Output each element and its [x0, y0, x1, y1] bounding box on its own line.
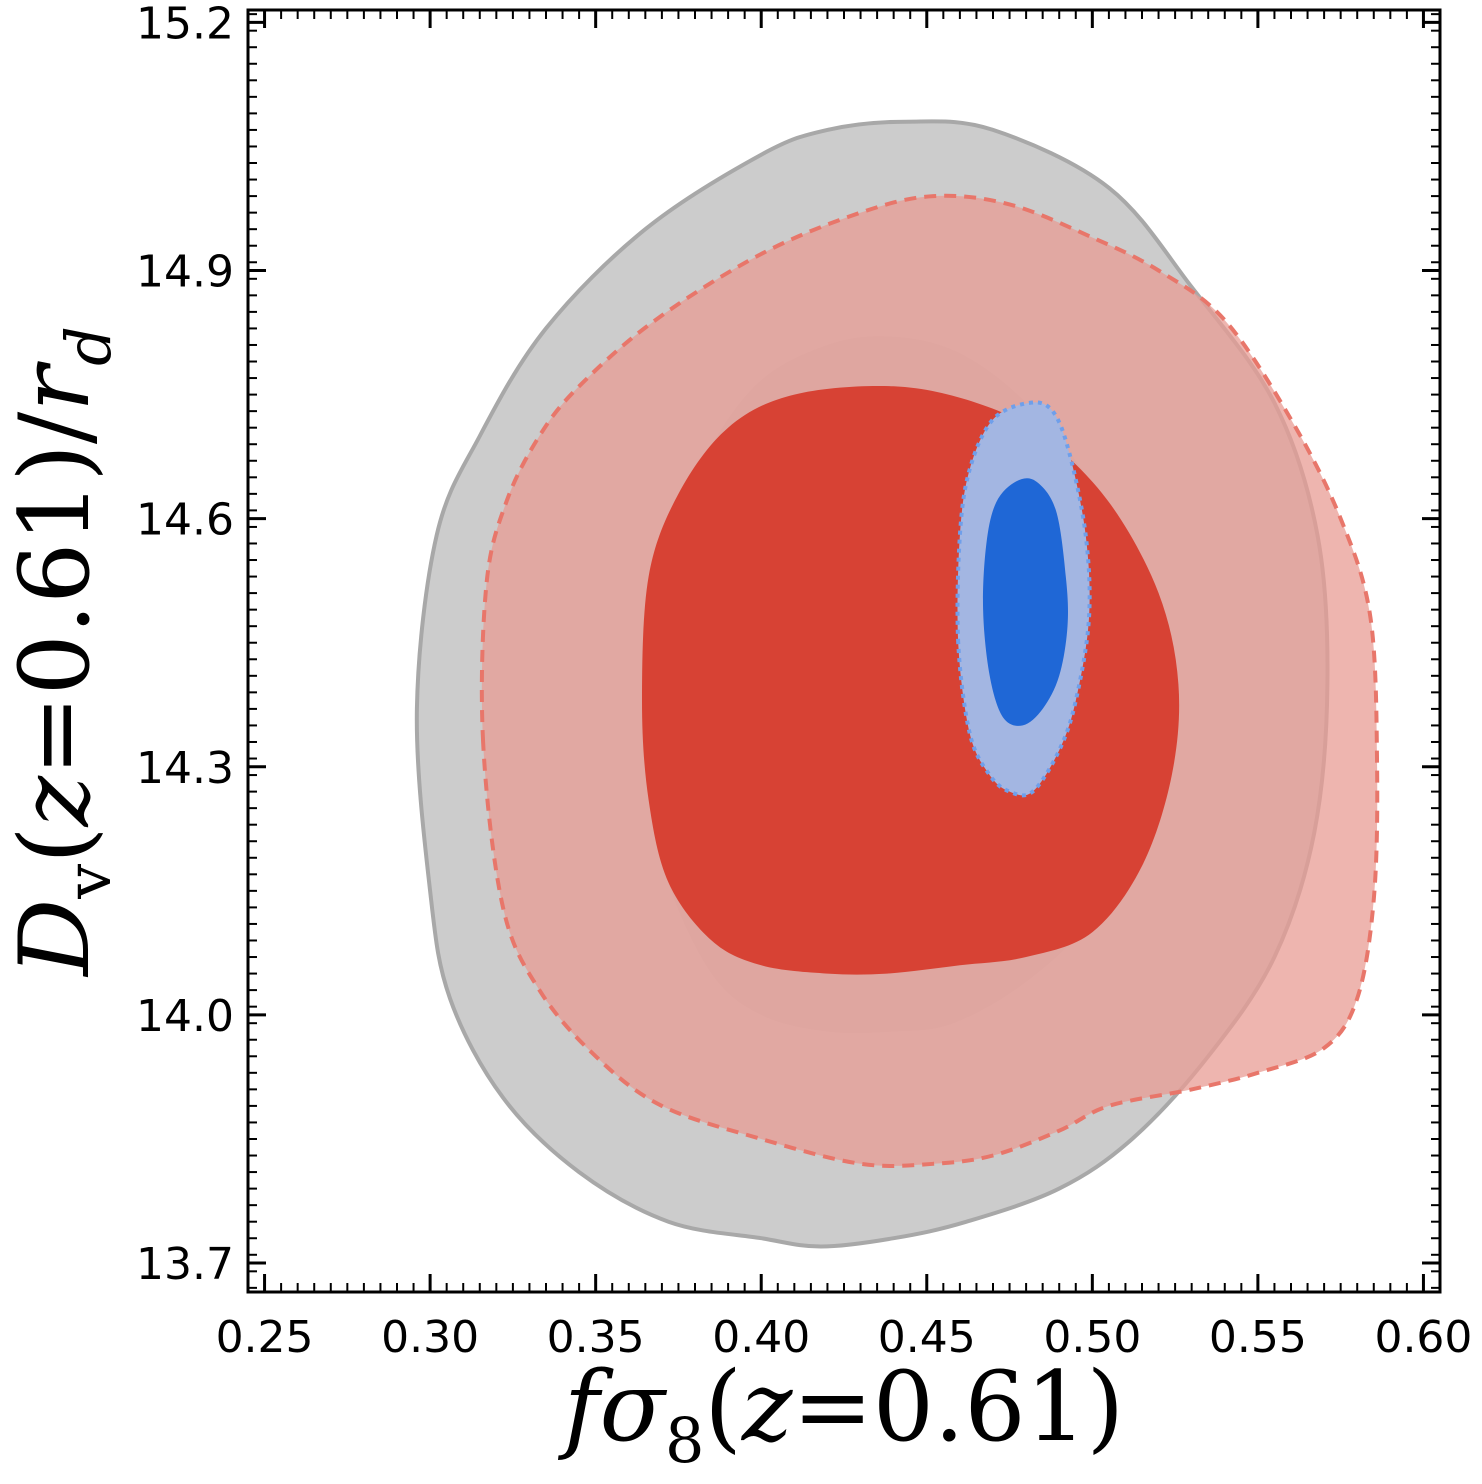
- y-axis-label: Dv(z=0.61)/rd: [0, 326, 125, 978]
- x-tick-label: 0.45: [878, 1312, 976, 1363]
- y-tick-label: 14.0: [136, 991, 234, 1042]
- x-tick-label: 0.50: [1043, 1312, 1141, 1363]
- y-tick-label: 14.3: [136, 743, 234, 794]
- x-tick-label: 0.55: [1209, 1312, 1307, 1363]
- x-tick-label: 0.40: [712, 1312, 810, 1363]
- contour-series-3: [955, 400, 1092, 798]
- y-tick-label: 14.6: [136, 495, 234, 546]
- x-tick-label: 0.25: [216, 1312, 314, 1363]
- y-tick-label: 15.2: [136, 0, 234, 49]
- contour-1-sigma-series-3: [982, 478, 1068, 726]
- x-axis-label-subscript: 8: [665, 1404, 704, 1477]
- y-tick-label: 14.9: [136, 247, 234, 298]
- tick-label-layer: 0.25 0.30 0.35 0.40 0.45 0.50 0.55 0.60 13.7 14.0…: [136, 0, 1472, 1363]
- y-tick-label: 13.7: [136, 1239, 234, 1290]
- x-tick-label: 0.35: [547, 1312, 645, 1363]
- contour-layer: [414, 119, 1380, 1249]
- x-tick-label: 0.30: [381, 1312, 479, 1363]
- x-tick-label: 0.60: [1374, 1312, 1472, 1363]
- tick-layer: [247, 10, 1441, 1292]
- x-axis-label: fσ8(z=0.61): [558, 1351, 1124, 1477]
